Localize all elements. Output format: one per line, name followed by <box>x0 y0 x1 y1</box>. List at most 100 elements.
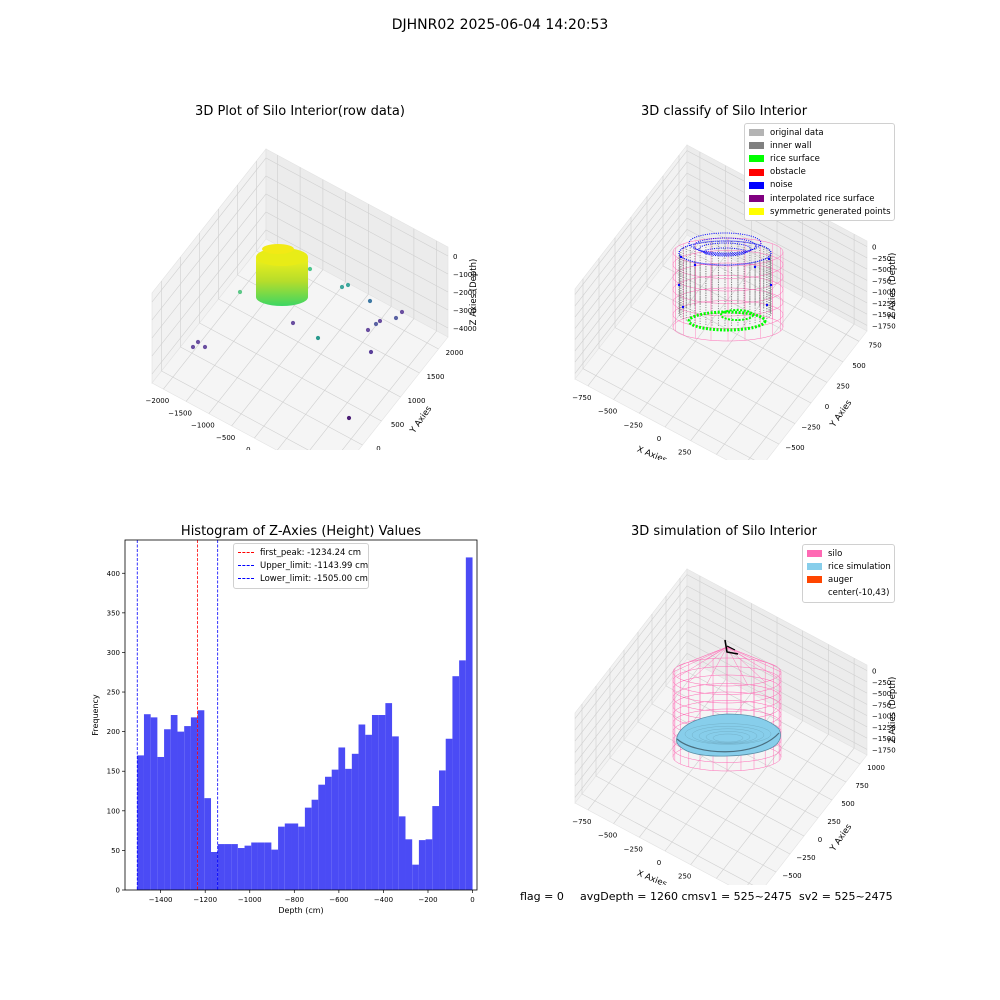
y-axis-label: Frequency <box>91 694 100 736</box>
legend-label: inner wall <box>770 140 812 151</box>
z-gridline <box>574 172 868 318</box>
histogram-bar <box>439 770 446 890</box>
x-gridline <box>277 216 392 450</box>
y-gridline <box>662 175 844 363</box>
histogram-bar <box>291 823 299 890</box>
y-gridline <box>679 578 861 765</box>
histogram-bar <box>211 851 218 890</box>
silo-roof-line <box>706 646 728 660</box>
z-gridline <box>574 608 868 753</box>
x-tick-label: −200 <box>418 896 437 904</box>
z-gridline <box>574 206 868 352</box>
y-gridline <box>595 686 777 873</box>
rice-surface-mesh <box>712 733 744 743</box>
silo-roof-line <box>726 646 782 673</box>
z-tick-label: −250 <box>872 255 891 263</box>
legend-label: interpolated rice surface <box>770 193 875 204</box>
z-tick-label: −750 <box>872 277 891 285</box>
y-tick-label: 250 <box>827 818 840 826</box>
z-axis-label: Z Axies (Depth) <box>469 259 479 326</box>
z-axis-label: Z Axies (Depth) <box>888 253 898 320</box>
z-gridline <box>574 161 868 307</box>
y-axis-label: Y Axies <box>828 822 855 854</box>
histogram-bar <box>304 807 312 890</box>
histogram-bar <box>418 840 426 890</box>
histogram-bar <box>231 844 238 890</box>
legend-item: auger <box>807 573 890 586</box>
simulation-3d-plot: −750−500−2500250500750−750−500−250025050… <box>572 568 898 885</box>
histogram-bar <box>459 660 466 890</box>
histogram-bar <box>412 864 419 890</box>
y-tick-label: 50 <box>111 847 120 855</box>
rice-surface-edge <box>676 732 780 753</box>
legend-label: silo <box>828 548 843 559</box>
scatter-point <box>307 266 313 272</box>
y-gridline <box>161 281 309 450</box>
y-tick-label: −250 <box>801 424 820 432</box>
legend-label: Lower_limit: -1505.00 cm <box>260 573 368 584</box>
histogram-bar <box>143 714 151 890</box>
z-tick-label: −1000 <box>872 713 896 721</box>
x-tick-label: −1000 <box>238 896 262 904</box>
y-tick-label: 150 <box>107 768 120 776</box>
y-gridline <box>630 217 812 404</box>
histogram-title: Histogram of Z-Axies (Height) Values <box>180 524 422 539</box>
histogram-bar <box>311 799 319 890</box>
x-tick-label: −1000 <box>191 422 215 430</box>
scatter-point <box>346 415 352 421</box>
histogram-bar <box>184 726 191 890</box>
y-tick-label: 0 <box>116 887 120 895</box>
classify-legend: original data inner wall rice surface obsta… <box>744 123 895 222</box>
x-gridline <box>231 191 346 427</box>
legend-item: inner wall <box>749 139 890 152</box>
histogram-bar <box>197 710 205 890</box>
histogram-bar <box>137 755 144 890</box>
histogram-bar <box>190 717 198 890</box>
rice-point-cloud <box>256 257 308 306</box>
y-tick-label: 0 <box>825 403 829 411</box>
histogram-bar <box>452 676 460 890</box>
noise-point <box>765 303 769 307</box>
simulation-legend: silo rice simulation auger center(-10,43) <box>802 544 895 603</box>
x-tick-label: −800 <box>285 896 304 904</box>
histogram-bar <box>150 717 158 890</box>
x-gridline <box>716 220 829 455</box>
legend-item: symmetric generated points <box>749 205 891 218</box>
y-gridline <box>651 614 833 801</box>
simulation-plot-title: 3D simulation of Silo Interior <box>631 524 817 539</box>
z-gridline <box>574 585 868 731</box>
scatter-point <box>399 309 405 315</box>
legend-swatch <box>749 195 764 203</box>
histogram-bar <box>298 826 305 890</box>
y-gridline <box>180 257 363 446</box>
histogram-bar <box>224 844 232 890</box>
raw-data-3d-plot: −2000−1500−1000−500050010001500−50005001… <box>146 148 479 450</box>
legend-label: Upper_limit: -1143.99 cm <box>260 560 369 571</box>
histogram-bar <box>204 798 212 890</box>
histogram-bar <box>284 823 292 890</box>
x-gridline <box>690 206 803 441</box>
y-tick-label: 2000 <box>446 349 464 357</box>
histogram-bar <box>325 776 332 890</box>
legend-swatch <box>807 550 822 558</box>
y-tick-label: 300 <box>107 649 120 657</box>
y-gridline <box>582 278 755 460</box>
rice-surface-mesh <box>705 731 751 743</box>
legend-swatch <box>749 142 764 150</box>
scatter-point <box>377 318 383 324</box>
y-tick-label: 350 <box>107 609 120 617</box>
raw-plot-title: 3D Plot of Silo Interior(row data) <box>195 104 405 119</box>
rice-surface-points <box>687 310 767 332</box>
legend-item: silo <box>807 547 890 560</box>
noise-points <box>688 232 762 254</box>
y-axis-label: Y Axies <box>408 404 435 436</box>
y-tick-label: 400 <box>107 570 120 578</box>
x-gridline <box>664 617 778 852</box>
y-tick-label: 200 <box>107 728 120 736</box>
z-tick-label: −1750 <box>872 746 896 754</box>
legend-item: center(-10,43) <box>807 587 890 600</box>
histogram-bar <box>378 715 386 890</box>
legend-label: noise <box>770 180 793 191</box>
scatter-point <box>195 339 201 345</box>
histogram-bar <box>164 729 171 890</box>
